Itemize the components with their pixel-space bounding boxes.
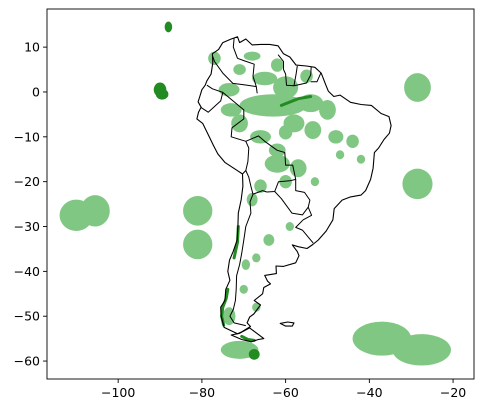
marine-area-2 [80,195,110,227]
country-border-2 [232,38,258,94]
marine-protected-areas [59,21,451,366]
land-area-7 [278,125,293,140]
island-area-3 [248,348,260,360]
marine-area-6 [402,168,433,200]
country-border-11 [229,194,254,327]
country-border-1 [212,56,257,88]
land-area-16 [289,159,307,178]
land-area-25 [252,253,261,263]
x-tick-label: −100 [101,385,135,400]
dark-area-4 [240,334,256,342]
country-border-7 [222,92,250,175]
land-area-29 [241,259,251,271]
land-area-2 [273,76,299,99]
land-area-4 [319,100,336,120]
x-axis: −100 −80 −60 −40 −20 [101,379,466,400]
y-tick-label: 10 [24,40,40,55]
land-protected-areas [208,51,366,342]
land-area-19 [310,177,320,187]
y-tick-label: 0 [32,84,40,99]
y-tick-label: −60 [14,354,40,369]
land-area-15 [264,154,290,173]
axes-frame [46,8,475,380]
land-area-17 [279,174,292,189]
y-tick-label: −20 [14,174,40,189]
land-area-34 [270,58,284,72]
land-area-8 [304,121,322,140]
land-area-13 [220,103,242,117]
land-area-14 [218,83,240,97]
land-outline-1 [196,36,392,335]
plot-frame [46,8,475,380]
land-area-21 [356,154,366,164]
land-area-9 [328,130,344,144]
y-tick-label: −10 [14,129,40,144]
land-area-22 [335,150,345,160]
x-tick-label: −20 [440,385,466,400]
land-area-11 [250,130,271,144]
land-area-1 [239,94,307,117]
land-outline-2 [230,327,265,343]
land-area-30 [285,222,294,231]
marine-area-5 [404,73,431,102]
country-border-3 [277,54,295,87]
land-area-31 [208,51,221,66]
land-area-18 [254,179,267,193]
x-tick-label: −60 [272,385,298,400]
land-area-32 [243,51,261,61]
y-axis: 10 0 −10 −20 −30 −40 −50 −60 [14,40,47,369]
x-tick-label: −80 [189,385,215,400]
dark-area-3 [279,95,313,107]
country-border-10 [295,207,314,244]
x-tick-label: −40 [356,385,382,400]
land-area-24 [263,234,275,246]
country-boundaries [196,36,392,343]
country-border-6 [200,84,224,113]
y-tick-label: −40 [14,264,40,279]
country-border-5 [310,72,322,83]
land-area-23 [246,192,258,207]
island-area-4 [164,21,173,33]
land-outline-3 [279,321,295,327]
marine-area-4 [183,229,213,260]
land-area-12 [231,114,248,133]
marine-area-3 [183,196,213,226]
marine-area-8 [392,334,451,366]
land-area-20 [346,134,359,149]
country-border-4 [293,65,312,87]
island-area-2 [155,88,169,100]
y-tick-label: −30 [14,219,40,234]
land-area-5 [252,71,278,86]
country-border-8 [245,135,297,195]
land-area-35 [300,69,313,83]
y-tick-label: −50 [14,309,40,324]
land-area-33 [233,64,246,75]
land-area-27 [252,302,261,312]
land-area-26 [239,284,248,294]
country-border-9 [274,179,311,216]
